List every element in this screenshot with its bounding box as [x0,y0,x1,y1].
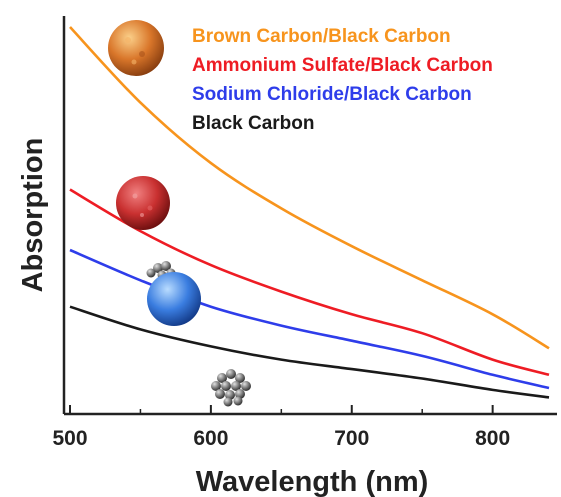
x-axis-title: Wavelength (nm) [196,466,429,497]
legend-item-ammonium-sulfate: Ammonium Sulfate/Black Carbon [192,55,493,76]
x-tick-label: 700 [334,427,369,450]
ammonium-sulfate-sphere-icon [116,176,170,230]
legend: Brown Carbon/Black Carbon Ammonium Sulfat… [192,26,493,134]
legend-item-black-carbon: Black Carbon [192,113,314,134]
series-line-brown-carbon [69,26,550,350]
legend-item-brown-carbon: Brown Carbon/Black Carbon [192,26,451,47]
x-tick-label: 600 [193,427,228,450]
series-line-sodium-chloride [69,248,550,390]
series-lines [69,26,550,399]
black-carbon-aggregate-icon [211,369,251,407]
x-tick-label: 500 [52,427,87,450]
x-ticks: 500 600 700 800 [52,405,510,450]
x-tick-label: 800 [475,427,510,450]
brown-carbon-sphere-icon [108,20,164,76]
series-line-ammonium-sulfate [69,188,550,377]
series-line-black-carbon [69,305,550,399]
y-axis-title: Absorption [17,138,49,293]
sodium-chloride-sphere-icon [146,261,201,326]
legend-item-sodium-chloride: Sodium Chloride/Black Carbon [192,84,472,105]
